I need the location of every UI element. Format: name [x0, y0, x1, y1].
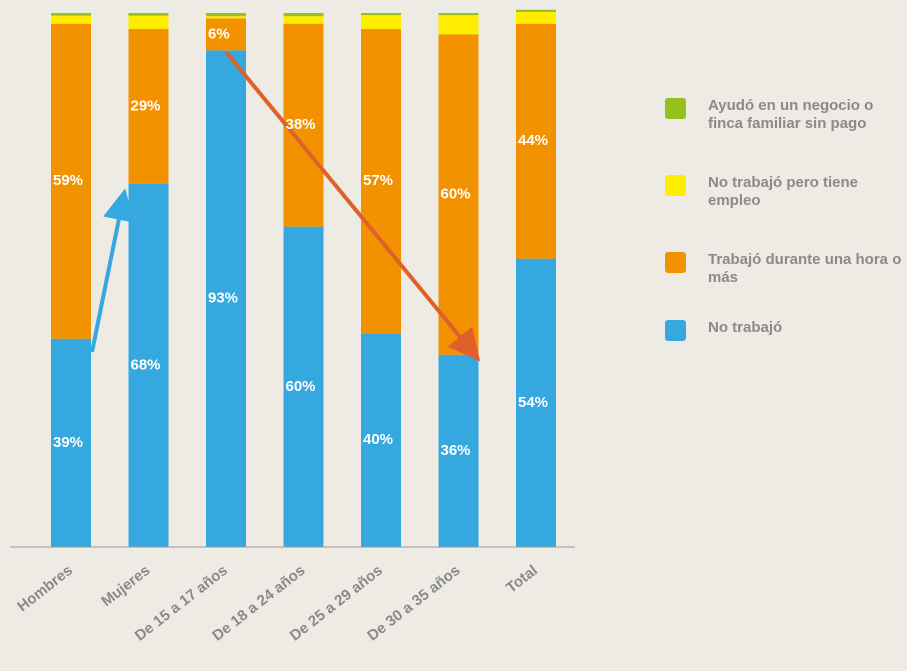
bar-segment [128, 13, 169, 16]
bar-segment [51, 23, 91, 339]
legend-label: Ayudó en un negocio o finca familiar sin… [708, 97, 874, 132]
data-label: 54% [518, 394, 548, 411]
bar-segment [51, 13, 91, 16]
bar-segment [206, 13, 246, 17]
legend-label: No trabajó [708, 319, 783, 336]
bar-segment [128, 15, 169, 30]
data-label: 29% [131, 97, 161, 114]
data-label: 38% [286, 116, 316, 133]
bar-segment [283, 23, 324, 227]
bar-segment [206, 16, 246, 19]
arrow [90, 188, 135, 353]
bar-segment [361, 29, 401, 334]
legend-swatch [665, 252, 686, 273]
bar-segment [361, 13, 401, 16]
data-label: 36% [441, 442, 471, 459]
data-label: 60% [441, 186, 471, 203]
data-label: 68% [131, 356, 161, 373]
bar-segment [516, 258, 556, 547]
legend-label: No trabajó pero tiene empleo [708, 174, 859, 209]
legend-label: Trabajó durante una hora o más [708, 251, 902, 286]
data-label: 44% [518, 132, 548, 149]
x-tick-label: Total [503, 562, 541, 597]
data-label: 57% [363, 172, 393, 189]
bar-segment [128, 183, 169, 547]
bar-segment [438, 34, 479, 355]
bar-segment [283, 226, 324, 547]
bar-segment [438, 15, 479, 35]
bar-segment [516, 23, 556, 259]
data-label: 59% [53, 172, 83, 189]
x-tick-label: Mujeres [98, 562, 153, 610]
bar-segment [128, 29, 169, 184]
bar-segment [516, 11, 556, 24]
bar-segment [361, 15, 401, 30]
bar-segment [206, 18, 246, 51]
bars [51, 9, 556, 547]
bar-segment [51, 338, 91, 547]
data-label: 60% [286, 378, 316, 395]
bar-segment [516, 9, 556, 12]
bar-segment [438, 13, 479, 16]
bar-segment [206, 50, 246, 547]
legend-swatch [665, 320, 686, 341]
x-tick-label: Hombres [14, 562, 76, 615]
legend-swatch [665, 98, 686, 119]
data-label: 40% [363, 431, 393, 448]
bar-segment [438, 354, 479, 547]
bar-segment [51, 15, 91, 24]
data-label: 39% [53, 434, 83, 451]
bar-segment [283, 13, 324, 17]
data-label: 6% [208, 25, 230, 42]
bar-segment [283, 16, 324, 24]
arrow [224, 50, 481, 362]
legend-swatch [665, 175, 686, 196]
bar-segment [361, 333, 401, 547]
data-label: 93% [208, 290, 238, 307]
